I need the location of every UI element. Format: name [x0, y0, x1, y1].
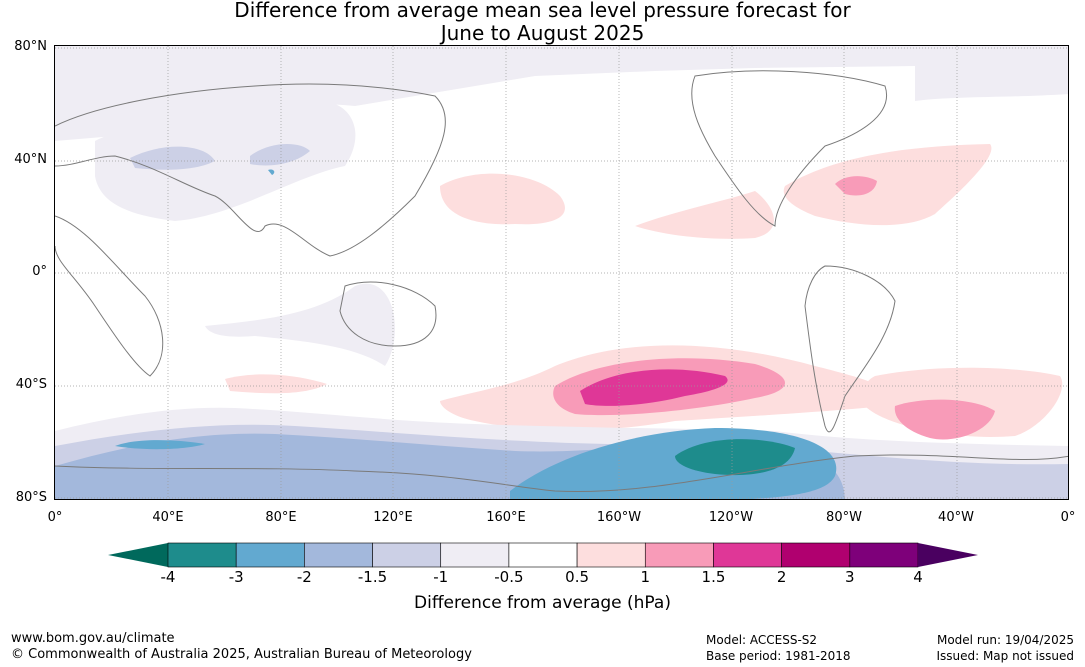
footer-model-run: Model run: 19/04/2025 [936, 633, 1074, 647]
colorbar-tick-label: -3 [228, 568, 244, 586]
lat-label-80s: 80°S [15, 490, 47, 505]
lat-label-40n: 40°N [14, 152, 47, 167]
north-america-coast [691, 70, 888, 227]
footer-copyright: © Commonwealth of Australia 2025, Austra… [11, 647, 472, 662]
anomaly-east-pacific [635, 191, 774, 239]
lon-label-80e: 80°E [265, 510, 297, 525]
anomaly-arctic [55, 46, 1068, 141]
colorbar-tick-label: 1.5 [701, 568, 726, 586]
colorbar-segment [304, 542, 373, 568]
footer-url: www.bom.gov.au/climate [11, 631, 175, 646]
colorbar-tick-label: 2 [776, 568, 787, 586]
lon-label-40w: 40°W [938, 510, 974, 525]
footer-model: Model: ACCESS-S2 [706, 633, 818, 647]
colorbar-segment [508, 542, 578, 568]
anomaly-indian-ocean [205, 283, 395, 366]
colorbar-segment [849, 542, 919, 568]
colorbar-segment [576, 542, 646, 568]
footer-base-period: Base period: 1981-2018 [706, 649, 851, 663]
coastlines [55, 70, 1068, 493]
anomaly-south-atlantic-core [894, 399, 995, 440]
anomaly-tibet [250, 144, 310, 166]
australia-coast [339, 281, 437, 347]
anomaly-central-asia [130, 146, 215, 170]
colorbar-segment [781, 542, 851, 568]
colorbar-tick-label: -2 [296, 568, 312, 586]
colorbar-segment [440, 542, 510, 568]
anomaly-eurasia [95, 101, 356, 221]
legend-colorbar [108, 542, 978, 568]
colorbar-tick-label: -0.5 [494, 568, 524, 586]
footer-issued: Issued: Map not issued [936, 649, 1074, 663]
colorbar-segment [235, 542, 305, 568]
colorbar-tick-label: 3 [845, 568, 855, 586]
lon-label-120e: 120°E [373, 510, 413, 525]
lon-label-160w: 160°W [596, 510, 642, 525]
lat-label-0: 0° [32, 264, 47, 279]
africa-coast [55, 215, 164, 377]
lon-label-0-left: 0° [47, 510, 63, 525]
colorbar-tick-label: 1 [640, 568, 651, 586]
colorbar-tick-label: -1 [433, 568, 449, 586]
lon-label-80w: 80°W [826, 510, 862, 525]
colorbar-title: Difference from average (hPa) [414, 593, 671, 613]
colorbar-segment [372, 542, 442, 568]
colorbar-tick-label: 0.5 [565, 568, 590, 586]
anomaly-south-pacific-core [580, 369, 728, 406]
lat-label-80n: 80°N [14, 39, 47, 54]
eurasia-coast [55, 83, 446, 257]
lon-label-0-right: 0° [1060, 510, 1076, 525]
colorbar-segment [713, 542, 782, 568]
anomaly-north-pacific [440, 173, 565, 225]
anomaly-south-indian [225, 374, 327, 394]
anomaly-north-atlantic [783, 144, 992, 226]
colorbar-under-arrow [108, 543, 168, 567]
colorbar-over-arrow [918, 543, 978, 567]
map-title-line2: June to August 2025 [440, 21, 645, 45]
map-title-line1: Difference from average mean sea level p… [234, 0, 851, 22]
lon-label-160e: 160°E [486, 510, 526, 525]
pressure-anomaly-map [54, 45, 1069, 500]
south-america-coast [804, 265, 896, 433]
colorbar-segment [644, 542, 714, 568]
lon-label-40e: 40°E [152, 510, 184, 525]
lon-label-120w: 120°W [708, 510, 754, 525]
anomaly-gulf-stream [835, 176, 877, 196]
colorbar-tick-label: 4 [913, 568, 923, 586]
graticule [55, 46, 1068, 499]
lat-label-40s: 40°S [15, 377, 47, 392]
colorbar-segment [167, 542, 237, 568]
anomaly-antarctic-west [115, 440, 205, 450]
colorbar-tick-label: -4 [160, 568, 176, 586]
map-canvas [55, 46, 1068, 499]
colorbar-tick-label: -1.5 [357, 568, 388, 586]
anomaly-amundsen-core [675, 439, 795, 476]
antarctica-coast [55, 454, 1068, 493]
anomaly-dot [268, 169, 275, 175]
